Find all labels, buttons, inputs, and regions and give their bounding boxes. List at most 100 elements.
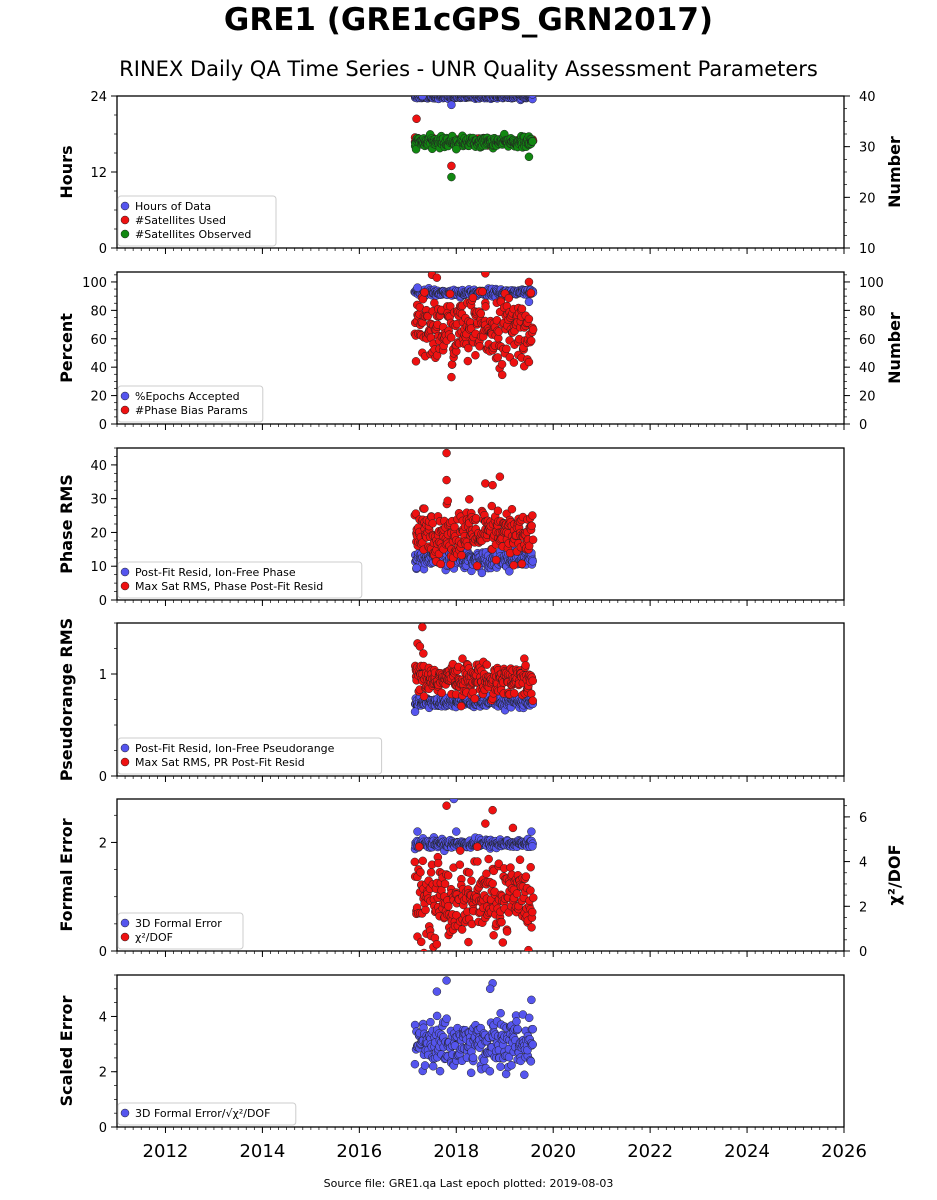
data-point [418,294,428,304]
data-point [414,842,424,851]
legend-marker [120,405,130,415]
data-point-outlier [452,144,461,154]
data-point [488,879,497,888]
data-point [446,302,455,311]
data-point [502,344,511,354]
data-point [440,879,450,889]
data-point [521,872,531,881]
data-point [481,302,490,311]
y-right-tick-label: 20 [859,390,876,405]
x-tick-label: 2012 [143,1141,189,1162]
x-tick-label: 2020 [530,1141,576,1162]
y-tick-label: 0 [99,770,107,785]
data-point [504,293,514,303]
data-point [524,314,534,324]
data-point [456,701,466,711]
legend-label: Max Sat RMS, PR Post-Fit Resid [135,756,305,769]
legend-box [117,912,244,950]
data-point [526,1057,536,1066]
legend-label: #Satellites Used [135,214,226,227]
legend-box [117,561,363,599]
data-point [524,357,534,367]
data-point [507,1061,516,1070]
data-point [515,855,525,864]
y-tick-label: 20 [90,390,107,405]
data-point [508,823,518,833]
data-point [471,350,480,360]
data-point-outlier [413,283,422,292]
data-point [497,917,506,927]
data-point-outlier [481,479,490,488]
y-right-axis-label: Number [885,312,904,384]
data-point-outlier [412,563,421,573]
data-point-outlier [488,480,497,490]
data-point [528,842,537,851]
chart-title: GRE1 (GRE1cGPS_GRN2017) [223,2,714,38]
data-point [419,649,428,658]
x-tick-label: 2022 [627,1141,673,1162]
data-point [464,868,474,877]
data-point [524,541,534,551]
data-point [528,907,537,917]
data-point [527,521,536,531]
data-point [432,939,442,949]
data-point [509,358,519,367]
y-tick-label: 12 [90,166,107,181]
y-right-tick-label: 6 [859,811,867,826]
y-right-tick-label: 30 [859,141,876,156]
y-right-tick-label: 0 [859,945,867,960]
data-point [463,356,473,366]
data-point [491,555,501,565]
data-point-outlier [485,984,495,994]
data-point [420,288,429,297]
y-right-tick-label: 2 [859,900,867,915]
data-point [529,893,538,902]
x-tick-label: 2018 [433,1141,479,1162]
legend-marker [120,1108,130,1118]
data-point [436,559,445,569]
data-point [416,937,426,947]
y-tick-label: 0 [99,242,107,257]
data-point-outlier [481,272,490,278]
y-tick-label: 0 [99,1121,107,1136]
data-point [506,863,515,872]
data-point [411,509,421,518]
data-point [410,1059,420,1069]
data-point [496,1008,505,1018]
data-point [504,1052,514,1062]
data-point [526,288,536,298]
data-point [524,1013,534,1023]
y-right-tick-label: 60 [859,333,876,348]
x-tick-label: 2024 [724,1141,770,1162]
data-point [429,956,437,964]
data-point [473,842,482,852]
legend: Hours of Data#Satellites Used#Satellites… [117,195,277,247]
legend-label: %Epochs Accepted [135,390,240,403]
y-right-tick-label: 80 [859,304,876,319]
y-right-tick-label: 0 [859,418,867,433]
data-point [493,506,503,516]
y-tick-label: 30 [90,493,107,508]
legend-box [117,737,383,775]
legend-marker [120,743,130,753]
data-point [418,856,427,866]
y-tick-label: 2 [99,836,107,851]
data-point-outlier [449,799,459,804]
data-point [482,869,491,879]
legend-marker [120,391,130,401]
data-point [528,1024,538,1034]
legend-marker [120,215,130,225]
data-point-outlier [481,819,490,828]
data-point [473,857,482,866]
data-point [466,1068,476,1078]
data-point [457,551,466,560]
data-point [421,905,430,915]
legend-label: Max Sat RMS, Phase Post-Fit Resid [135,580,323,593]
data-point [442,1014,451,1023]
y-axis-label: Phase RMS [57,474,76,574]
legend-marker [120,229,130,239]
y-tick-label: 0 [99,945,107,960]
data-point [445,289,455,299]
data-point-outlier [432,987,442,996]
